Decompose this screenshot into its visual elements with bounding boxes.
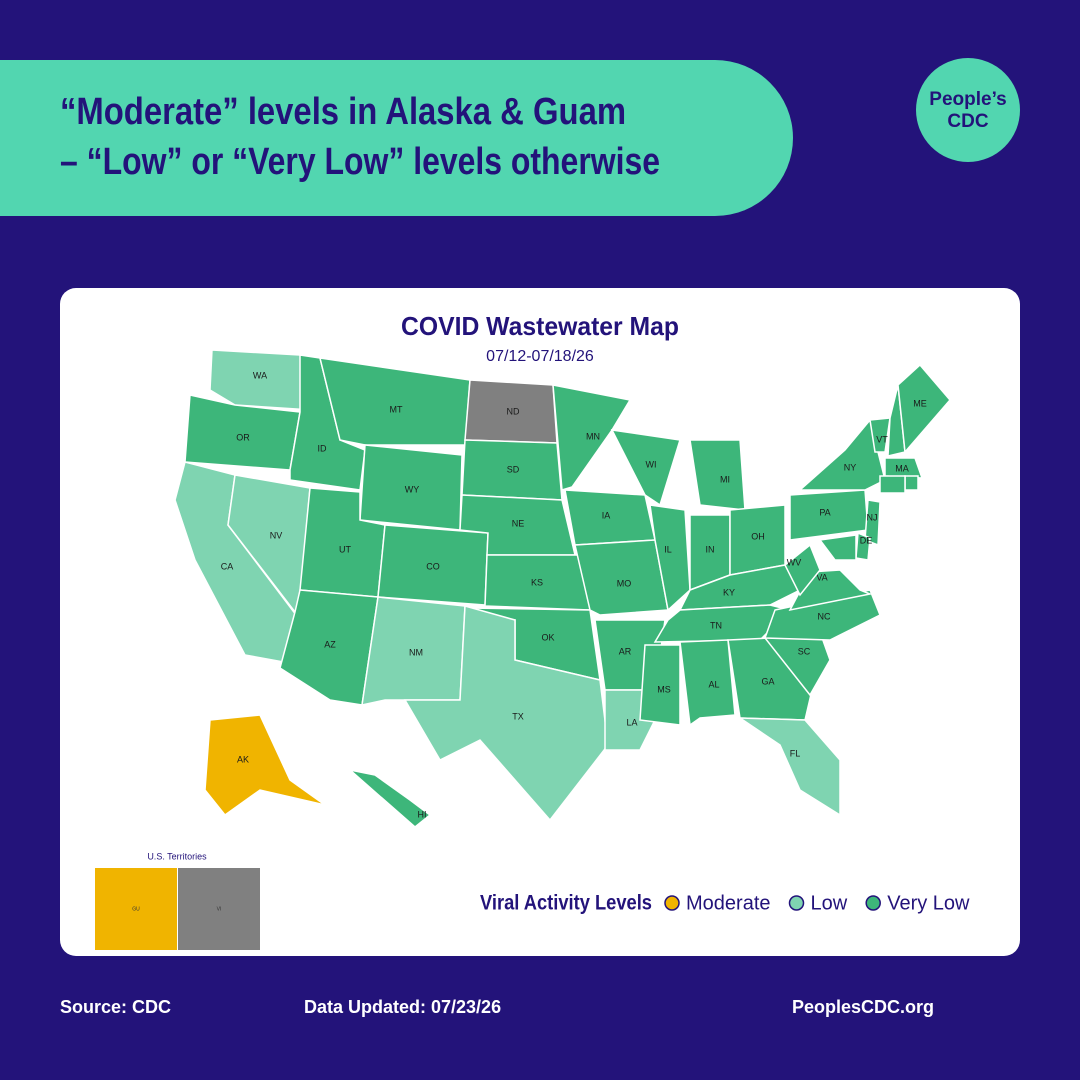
state [727,637,813,721]
state-label: MI [720,474,730,484]
header-title: – “Low” or “Very Low” levels otherwise [60,141,660,183]
state-label: LA [626,717,637,727]
territories-title: U.S. Territories [147,851,207,861]
state-label: ND [507,406,520,416]
state-label: GA [761,676,774,686]
state-label: MS [657,684,671,694]
state-label: CA [221,561,234,571]
map-date-range: 07/12-07/18/26 [486,348,594,365]
state-label: NM [409,647,423,657]
logo-text: People’s [929,89,1006,110]
state-label: OH [751,531,765,541]
state [818,534,857,561]
state [864,499,881,547]
state [204,714,326,817]
logo-text: CDC [947,111,988,132]
state [403,605,609,822]
states: WA OR CA NV ID MT WY UT CO AZ NM ND SD NE KS OK TX MN IA MO… [174,349,951,828]
state-label: KY [723,587,735,597]
state [737,717,841,817]
state-label: AK [237,754,249,764]
state [639,644,681,726]
territory [95,868,177,950]
state-label: TX [512,711,524,721]
legend-swatch [788,895,805,911]
state [784,543,821,597]
territory-label: GU [132,906,140,912]
state-label: KS [531,577,543,587]
state [904,475,919,491]
state-label: VT [876,434,888,444]
state-label: NE [512,518,525,528]
state [897,363,951,454]
state-label: TN [710,620,722,630]
legend-label: Very Low [887,892,970,914]
state [209,349,313,411]
state-label: CO [426,561,440,571]
legend-label: Moderate [686,892,771,914]
legend-swatch [865,895,881,911]
state [319,357,471,446]
footer-site: PeoplesCDC.org [792,997,934,1017]
state [347,768,432,828]
state-label: NJ [867,512,878,522]
state-label: FL [790,748,801,758]
territory-label: VI [217,906,222,912]
state-label: WI [646,459,657,469]
legend-title: Viral Activity Levels [480,892,652,915]
map-title: COVID Wastewater Map [401,311,679,341]
state-label: MA [895,463,909,473]
state-label: UT [339,544,351,554]
state-label: WV [787,557,802,567]
footer-source: Source: CDC [60,997,171,1017]
state-label: HI [418,809,427,819]
state-label: ME [913,398,927,408]
footer-updated: Data Updated: 07/23/26 [304,997,501,1017]
state-label: IN [706,544,715,554]
state-label: NY [844,462,857,472]
state-label: MN [586,431,600,441]
state [879,475,906,494]
state [884,457,924,479]
state [574,539,669,616]
state-label: NV [270,530,283,540]
territories: GU VI [95,868,260,950]
state-label: DE [860,535,873,545]
legend: Moderate Low Very Low [664,892,970,914]
state-label: PA [819,507,830,517]
state-label: SD [507,464,520,474]
header-banner [0,60,793,216]
state-label: MO [617,578,632,588]
state-label: MT [390,404,403,414]
state [552,384,632,491]
state-label: WA [253,370,267,380]
legend-label: Low [811,892,848,914]
state-label: AZ [324,639,336,649]
logo [916,58,1020,162]
state-label: WY [405,484,420,494]
state-label: AL [708,679,719,689]
state-label: AR [619,646,632,656]
state-label: IL [664,544,672,554]
state [679,639,736,727]
legend-swatch [664,895,680,911]
state-label: VA [816,572,827,582]
state-label: IA [602,510,611,520]
state-label: NC [818,611,831,621]
state-label: OK [541,632,554,642]
state-label: OR [236,432,250,442]
state [649,504,691,612]
territory [178,868,260,950]
state [869,417,891,453]
state-label: SC [798,646,811,656]
state [610,429,681,507]
header-title: “Moderate” levels in Alaska & Guam [60,91,626,133]
state-label: ID [318,443,328,453]
